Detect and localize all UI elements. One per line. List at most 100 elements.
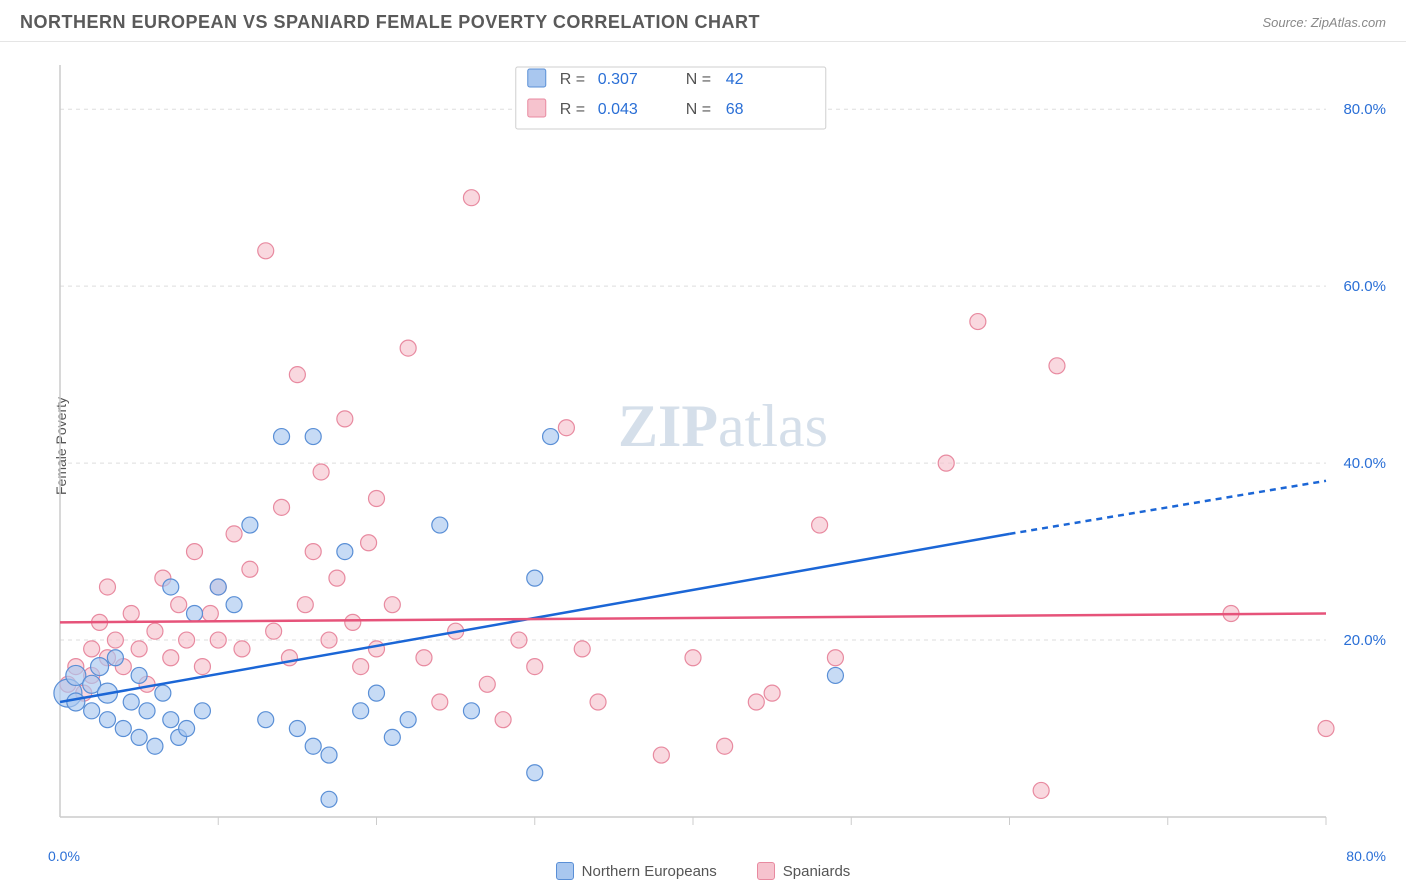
data-point-spaniard: [187, 544, 203, 560]
data-point-northern-european: [163, 712, 179, 728]
data-point-northern-european: [289, 721, 305, 737]
data-point-spaniard: [147, 623, 163, 639]
data-point-spaniard: [313, 464, 329, 480]
data-point-spaniard: [748, 694, 764, 710]
data-point-northern-european: [91, 658, 109, 676]
data-point-northern-european: [84, 703, 100, 719]
data-point-northern-european: [179, 721, 195, 737]
legend: Northern Europeans Spaniards: [0, 862, 1406, 880]
data-point-spaniard: [361, 535, 377, 551]
data-point-spaniard: [511, 632, 527, 648]
data-point-spaniard: [432, 694, 448, 710]
stats-r-value: 0.307: [598, 71, 638, 88]
data-point-spaniard: [1033, 782, 1049, 798]
data-point-spaniard: [84, 641, 100, 657]
data-point-northern-european: [131, 729, 147, 745]
data-point-northern-european: [432, 517, 448, 533]
data-point-northern-european: [827, 667, 843, 683]
legend-item-spaniards: Spaniards: [757, 862, 851, 880]
data-point-spaniard: [131, 641, 147, 657]
data-point-spaniard: [590, 694, 606, 710]
stats-r-label: R =: [560, 101, 585, 118]
data-point-spaniard: [234, 641, 250, 657]
data-point-spaniard: [99, 579, 115, 595]
legend-item-northern-europeans: Northern Europeans: [556, 862, 717, 880]
data-point-northern-european: [321, 747, 337, 763]
data-point-northern-european: [123, 694, 139, 710]
stats-swatch: [528, 69, 546, 87]
data-point-spaniard: [479, 676, 495, 692]
data-point-spaniard: [258, 243, 274, 259]
data-point-northern-european: [115, 721, 131, 737]
chart-svg: 20.0%40.0%60.0%80.0%ZIPatlasR =0.307N =4…: [50, 55, 1396, 837]
data-point-spaniard: [123, 606, 139, 622]
chart-source: Source: ZipAtlas.com: [1262, 15, 1386, 30]
data-point-northern-european: [194, 703, 210, 719]
data-point-northern-european: [353, 703, 369, 719]
y-tick-label: 40.0%: [1343, 455, 1386, 472]
data-point-spaniard: [527, 659, 543, 675]
data-point-spaniard: [297, 597, 313, 613]
data-point-spaniard: [653, 747, 669, 763]
legend-swatch-pink: [757, 862, 775, 880]
stats-n-label: N =: [686, 101, 711, 118]
y-tick-label: 60.0%: [1343, 278, 1386, 295]
data-point-northern-european: [131, 667, 147, 683]
data-point-northern-european: [163, 579, 179, 595]
y-tick-label: 20.0%: [1343, 632, 1386, 649]
data-point-spaniard: [242, 561, 258, 577]
data-point-spaniard: [384, 597, 400, 613]
trendline-pink: [60, 614, 1326, 623]
data-point-northern-european: [321, 791, 337, 807]
data-point-northern-european: [337, 544, 353, 560]
data-point-northern-european: [155, 685, 171, 701]
data-point-northern-european: [527, 765, 543, 781]
data-point-spaniard: [827, 650, 843, 666]
data-point-spaniard: [107, 632, 123, 648]
data-point-northern-european: [139, 703, 155, 719]
data-point-spaniard: [226, 526, 242, 542]
data-point-spaniard: [163, 650, 179, 666]
legend-swatch-blue: [556, 862, 574, 880]
data-point-spaniard: [685, 650, 701, 666]
data-point-spaniard: [369, 641, 385, 657]
data-point-spaniard: [812, 517, 828, 533]
data-point-spaniard: [558, 420, 574, 436]
data-point-spaniard: [179, 632, 195, 648]
data-point-northern-european: [274, 429, 290, 445]
data-point-spaniard: [210, 632, 226, 648]
chart-header: NORTHERN EUROPEAN VS SPANIARD FEMALE POV…: [0, 0, 1406, 42]
data-point-spaniard: [764, 685, 780, 701]
data-point-northern-european: [543, 429, 559, 445]
stats-n-value: 42: [726, 71, 744, 88]
data-point-northern-european: [187, 606, 203, 622]
stats-n-label: N =: [686, 71, 711, 88]
data-point-spaniard: [400, 340, 416, 356]
data-point-spaniard: [717, 738, 733, 754]
trendline-blue-dashed: [1010, 481, 1327, 534]
data-point-northern-european: [242, 517, 258, 533]
data-point-spaniard: [938, 455, 954, 471]
data-point-northern-european: [210, 579, 226, 595]
stats-swatch: [528, 99, 546, 117]
stats-n-value: 68: [726, 101, 744, 118]
data-point-spaniard: [1318, 721, 1334, 737]
data-point-northern-european: [400, 712, 416, 728]
data-point-spaniard: [171, 597, 187, 613]
data-point-northern-european: [369, 685, 385, 701]
data-point-spaniard: [1049, 358, 1065, 374]
watermark: ZIPatlas: [618, 393, 828, 459]
data-point-northern-european: [107, 650, 123, 666]
data-point-spaniard: [369, 491, 385, 507]
data-point-spaniard: [321, 632, 337, 648]
data-point-spaniard: [416, 650, 432, 666]
data-point-spaniard: [274, 499, 290, 515]
data-point-northern-european: [99, 712, 115, 728]
data-point-spaniard: [495, 712, 511, 728]
data-point-northern-european: [67, 693, 85, 711]
data-point-northern-european: [226, 597, 242, 613]
legend-label: Northern Europeans: [582, 863, 717, 880]
chart-title: NORTHERN EUROPEAN VS SPANIARD FEMALE POV…: [20, 12, 760, 33]
legend-label: Spaniards: [783, 863, 851, 880]
data-point-northern-european: [384, 729, 400, 745]
